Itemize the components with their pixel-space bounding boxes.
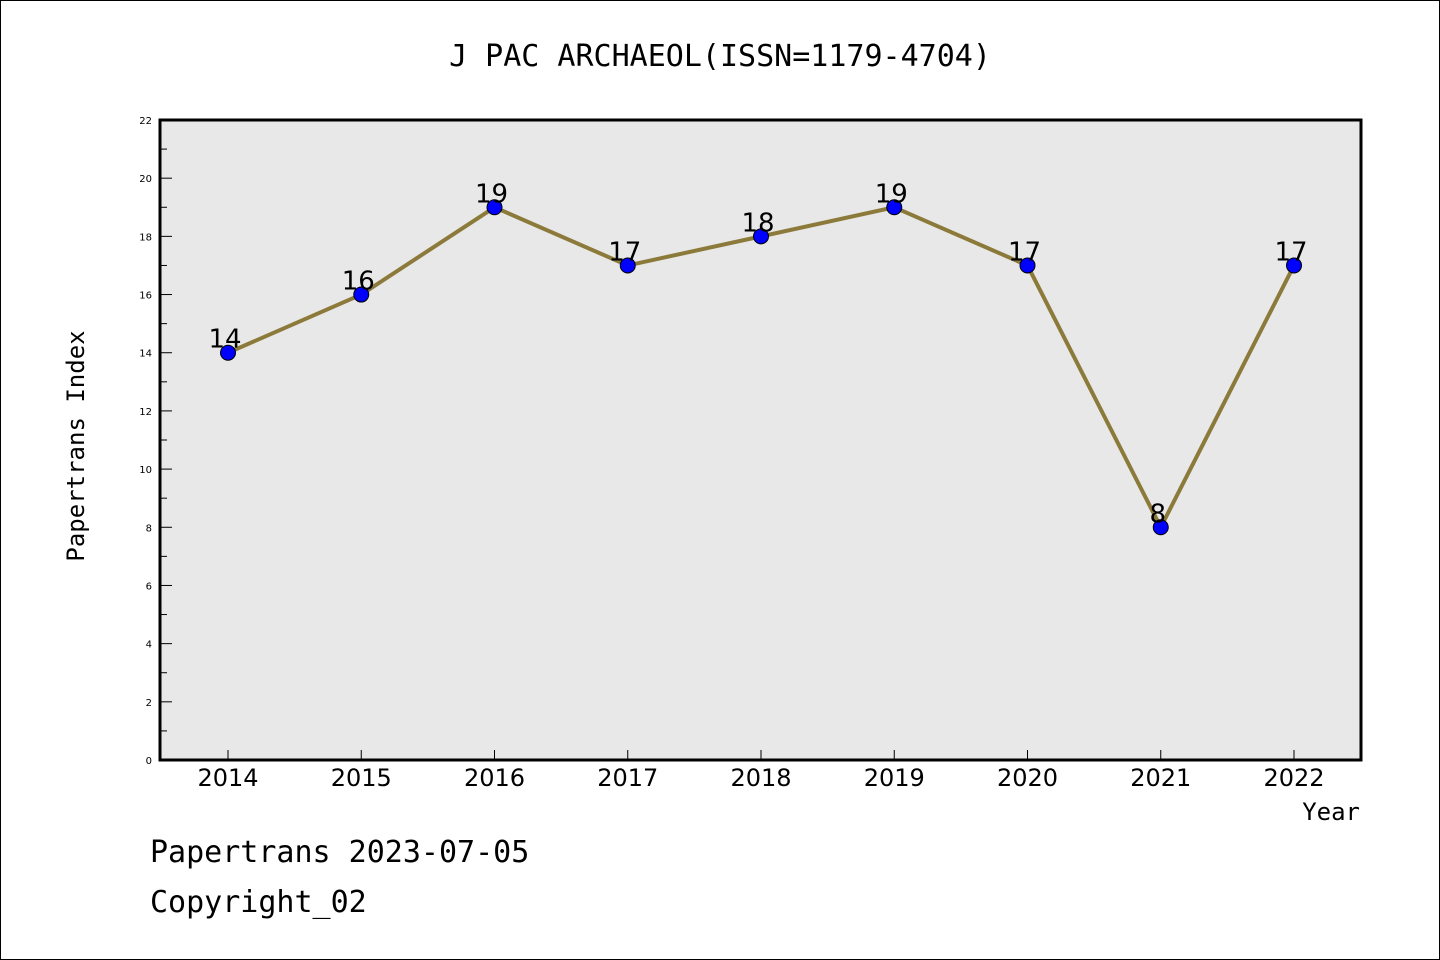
chart-title: J PAC ARCHAEOL(ISSN=1179-4704) <box>449 39 991 74</box>
y-tick-label: 8 <box>146 523 152 534</box>
data-labels: 14 16 19 17 18 19 17 8 17 <box>208 179 1307 529</box>
y-axis-label: Papertrans Index <box>62 330 90 561</box>
data-label: 18 <box>741 208 774 238</box>
data-point <box>220 344 236 361</box>
footer-copyright-line: Copyright_02 <box>150 885 367 920</box>
data-label: 17 <box>1274 237 1307 267</box>
data-label: 19 <box>875 179 908 209</box>
y-tick-label: 20 <box>139 174 152 185</box>
y-tick-label: 10 <box>139 465 152 476</box>
data-point <box>1019 257 1036 274</box>
y-tick-label: 22 <box>139 116 152 127</box>
data-point <box>353 286 370 303</box>
data-point <box>1152 519 1169 536</box>
x-axis-label: Year <box>1302 798 1360 826</box>
footer-date-line: Papertrans 2023-07-05 <box>150 835 530 870</box>
x-tick-label: 2019 <box>864 764 925 792</box>
plot-area <box>158 118 1363 762</box>
x-tick-label: 2018 <box>730 764 791 792</box>
y-tick-label: 6 <box>146 581 152 592</box>
x-tick-label: 2015 <box>331 764 392 792</box>
x-tick-label: 2016 <box>464 764 525 792</box>
y-tick-label: 14 <box>139 349 152 360</box>
data-label: 17 <box>608 237 641 267</box>
data-point <box>1286 257 1302 274</box>
y-tick-label: 18 <box>139 232 152 243</box>
y-tick-label: 0 <box>146 756 152 767</box>
data-point <box>753 228 769 245</box>
data-point <box>619 257 636 274</box>
x-tick-label: 2021 <box>1130 764 1191 792</box>
x-tick-label: 2017 <box>597 764 658 792</box>
y-tick-label: 2 <box>146 698 152 709</box>
data-point <box>886 199 903 216</box>
x-axis: 2014 2015 2016 2017 2018 2019 2020 2021 2022 <box>197 750 1325 792</box>
y-tick-label: 12 <box>139 407 152 418</box>
data-label: 17 <box>1008 237 1041 267</box>
data-label: 16 <box>342 267 375 297</box>
data-points <box>220 199 1302 536</box>
data-label: 8 <box>1149 499 1166 529</box>
y-tick-label: 16 <box>139 291 152 302</box>
x-tick-label: 2020 <box>997 764 1058 792</box>
data-label: 19 <box>475 179 508 209</box>
x-tick-label: 2022 <box>1263 764 1324 792</box>
data-label: 14 <box>208 325 241 355</box>
x-tick-label: 2014 <box>197 764 258 792</box>
data-point <box>486 199 503 216</box>
y-axis: 0 2 4 6 8 10 12 14 16 18 20 22 <box>139 116 172 767</box>
y-tick-label: 4 <box>146 640 152 651</box>
